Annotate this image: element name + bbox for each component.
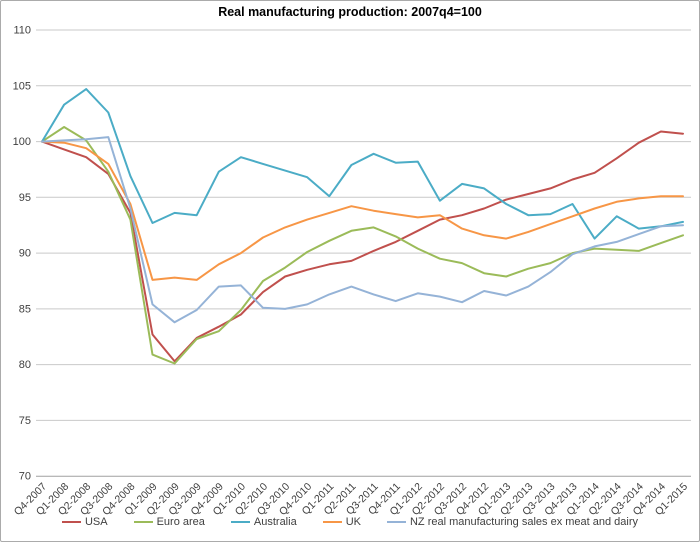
legend-swatch-icon (322, 521, 342, 523)
series-line-uk (41, 140, 684, 281)
series-line-usa (41, 130, 684, 363)
legend-label: Euro area (156, 516, 205, 528)
legend-label: UK (345, 516, 361, 528)
y-tick-label: 85 (19, 303, 31, 315)
series-line-nz-real-manufacturing-sales-ex-meat-and-dairy (41, 136, 684, 324)
legend-swatch-icon (230, 521, 250, 523)
legend-item-uk: UK (322, 516, 361, 528)
legend: USA Euro area Australia UK NZ real manufactu… (1, 516, 699, 528)
y-tick-label: 110 (13, 25, 31, 37)
legend-item-nz-real-manufacturing-sales-ex-meat-and-dairy: NZ real manufacturing sales ex meat and … (386, 516, 639, 528)
y-tick-label: 70 (19, 471, 31, 483)
legend-label: Australia (253, 516, 297, 528)
chart-title: Real manufacturing production: 2007q4=10… (218, 5, 482, 19)
legend-swatch-icon (133, 521, 153, 523)
y-tick-label: 100 (13, 136, 31, 148)
y-tick-label: 105 (13, 80, 31, 92)
legend-swatch-icon (61, 521, 81, 523)
legend-item-australia: Australia (230, 516, 297, 528)
legend-label: USA (84, 516, 108, 528)
legend-label: NZ real manufacturing sales ex meat and … (409, 516, 639, 528)
legend-item-euro-area: Euro area (133, 516, 205, 528)
y-tick-label: 90 (19, 248, 31, 260)
series-line-australia (41, 88, 684, 240)
legend-item-usa: USA (61, 516, 108, 528)
y-tick-label: 75 (19, 415, 31, 427)
y-tick-label: 80 (19, 359, 31, 371)
y-tick-label: 95 (19, 192, 31, 204)
legend-swatch-icon (386, 521, 406, 523)
